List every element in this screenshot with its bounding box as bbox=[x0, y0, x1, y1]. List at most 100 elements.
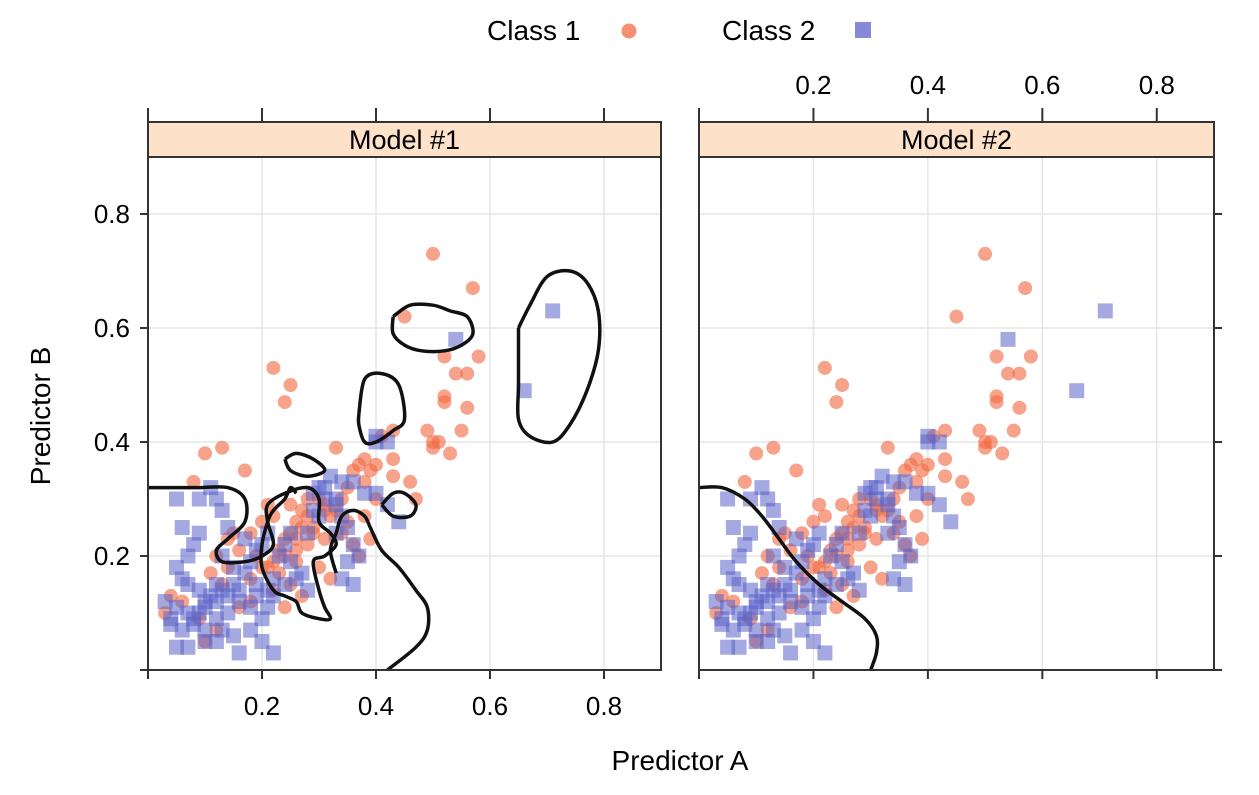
data-point-class-1 bbox=[460, 366, 475, 381]
data-point-class-2 bbox=[931, 497, 947, 513]
data-point-class-1 bbox=[329, 440, 344, 455]
data-point-class-2 bbox=[863, 480, 879, 496]
panel-2: Model #2 bbox=[698, 121, 1222, 671]
data-point-class-2 bbox=[754, 588, 770, 604]
data-point-class-2 bbox=[811, 525, 827, 541]
data-point-class-2 bbox=[226, 628, 241, 644]
data-point-class-2 bbox=[516, 383, 532, 399]
data-point-class-1 bbox=[346, 463, 361, 478]
panel-title: Model #1 bbox=[349, 125, 460, 155]
data-point-class-2 bbox=[863, 508, 879, 524]
data-point-class-1 bbox=[863, 560, 878, 575]
data-point-class-1 bbox=[972, 423, 987, 438]
data-point-class-2 bbox=[805, 537, 821, 553]
data-point-class-1 bbox=[386, 469, 401, 484]
data-point-class-2 bbox=[271, 548, 287, 564]
data-point-class-2 bbox=[897, 537, 913, 553]
data-point-class-1 bbox=[875, 571, 890, 586]
data-point-class-2 bbox=[169, 639, 184, 655]
data-point-class-2 bbox=[174, 571, 190, 587]
data-point-class-1 bbox=[369, 457, 383, 472]
data-point-class-1 bbox=[437, 395, 452, 410]
data-point-class-2 bbox=[794, 622, 810, 638]
data-point-class-2 bbox=[197, 634, 213, 649]
data-point-class-1 bbox=[989, 395, 1004, 410]
data-point-class-1 bbox=[817, 360, 832, 375]
data-point-class-2 bbox=[180, 548, 196, 564]
data-point-class-2 bbox=[231, 582, 247, 598]
data-point-class-2 bbox=[783, 582, 799, 598]
data-point-class-1 bbox=[289, 543, 304, 558]
data-point-class-1 bbox=[949, 309, 964, 324]
data-point-class-2 bbox=[340, 554, 355, 570]
data-point-class-1 bbox=[835, 497, 850, 512]
data-point-class-2 bbox=[334, 571, 350, 587]
data-point-class-2 bbox=[754, 480, 770, 496]
data-point-class-2 bbox=[771, 605, 787, 621]
data-point-class-1 bbox=[317, 531, 332, 546]
data-point-class-2 bbox=[248, 588, 264, 604]
data-point-class-2 bbox=[191, 582, 207, 598]
data-point-class-2 bbox=[708, 594, 724, 610]
data-point-class-2 bbox=[322, 468, 338, 484]
data-point-class-2 bbox=[891, 520, 907, 535]
data-point-class-2 bbox=[186, 616, 202, 632]
data-point-class-2 bbox=[300, 582, 316, 598]
data-point-class-2 bbox=[725, 520, 741, 535]
data-point-class-2 bbox=[731, 639, 747, 655]
data-point-class-2 bbox=[231, 594, 247, 610]
data-point-class-2 bbox=[163, 616, 179, 632]
data-point-class-2 bbox=[880, 497, 896, 513]
data-point-class-1 bbox=[915, 531, 930, 546]
data-point-class-1 bbox=[443, 446, 458, 461]
data-point-class-2 bbox=[328, 497, 344, 513]
data-point-class-2 bbox=[254, 634, 270, 649]
data-point-class-1 bbox=[277, 600, 292, 615]
y-tick-label: 0.6 bbox=[94, 313, 130, 343]
data-point-class-2 bbox=[868, 491, 884, 507]
data-point-class-1 bbox=[789, 463, 804, 478]
data-point-class-2 bbox=[897, 474, 913, 490]
data-point-class-2 bbox=[1000, 331, 1016, 347]
data-point-class-1 bbox=[1012, 400, 1027, 415]
data-point-class-2 bbox=[908, 485, 924, 501]
data-point-class-2 bbox=[334, 474, 350, 490]
data-point-class-1 bbox=[829, 600, 844, 615]
data-point-class-1 bbox=[817, 509, 832, 524]
data-point-class-1 bbox=[989, 349, 1004, 364]
data-point-class-2 bbox=[737, 537, 753, 553]
data-point-class-2 bbox=[237, 565, 253, 581]
data-point-class-1 bbox=[408, 492, 423, 506]
data-point-class-1 bbox=[420, 423, 435, 438]
data-point-class-2 bbox=[180, 605, 196, 621]
data-point-class-2 bbox=[214, 502, 230, 518]
data-point-class-2 bbox=[851, 582, 867, 598]
data-point-class-2 bbox=[243, 622, 259, 638]
data-point-class-2 bbox=[260, 599, 276, 615]
data-point-class-1 bbox=[198, 446, 212, 461]
data-point-class-1 bbox=[909, 474, 924, 489]
data-point-class-1 bbox=[938, 452, 953, 467]
data-point-class-2 bbox=[720, 491, 736, 507]
data-point-class-2 bbox=[208, 577, 224, 592]
data-point-class-2 bbox=[765, 622, 781, 638]
data-point-class-1 bbox=[203, 566, 218, 581]
data-point-class-2 bbox=[828, 537, 844, 553]
data-point-class-2 bbox=[277, 537, 293, 553]
data-point-class-1 bbox=[426, 246, 440, 261]
x-tick-label-bottom: 0.8 bbox=[586, 691, 622, 721]
x-axis-title: Predictor A bbox=[612, 745, 749, 776]
data-point-class-1 bbox=[880, 440, 895, 455]
data-point-class-1 bbox=[852, 537, 867, 552]
data-point-class-1 bbox=[783, 543, 798, 558]
legend-marker-class-2 bbox=[855, 22, 871, 38]
data-point-class-1 bbox=[1001, 366, 1015, 381]
data-point-class-1 bbox=[277, 395, 292, 410]
data-point-class-1 bbox=[737, 474, 752, 489]
data-point-class-1 bbox=[471, 349, 486, 364]
data-point-class-1 bbox=[426, 440, 440, 455]
panel-strip bbox=[698, 121, 1215, 158]
data-point-class-2 bbox=[931, 434, 947, 450]
data-point-class-1 bbox=[266, 360, 281, 375]
data-point-class-1 bbox=[465, 281, 480, 296]
